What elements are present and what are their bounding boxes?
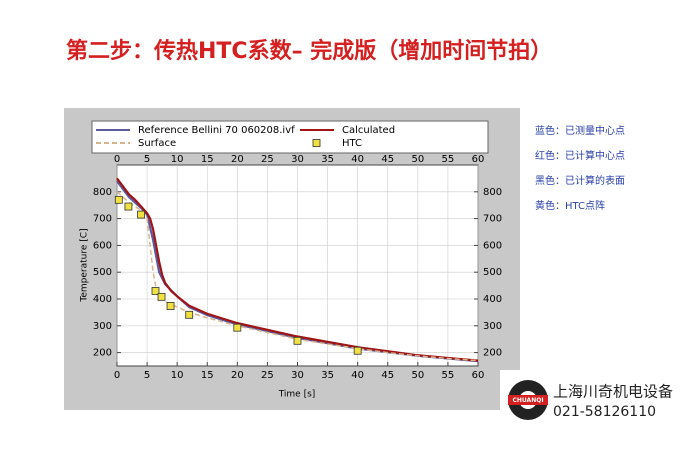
x-tick-label: 45 [381,370,394,381]
x-tick-label-top: 35 [321,154,334,165]
legend-swatch [312,139,321,147]
x-tick-label-top: 5 [144,154,150,165]
legend-label: HTC [342,138,362,149]
x-tick-label-top: 0 [114,154,120,165]
x-tick-label: 40 [351,370,364,381]
x-tick-label-top: 20 [231,154,244,165]
y-tick-label: 200 [93,348,112,359]
note: 黄色：HTC点阵 [535,199,605,212]
x-tick-label-top: 25 [261,154,274,165]
x-tick-label: 15 [201,370,214,381]
x-tick-label-top: 30 [291,154,304,165]
logo-badge: CHUANQI [512,397,543,404]
y2-tick-label: 300 [483,321,502,332]
y2-tick-label: 800 [483,187,502,198]
x-tick-label: 0 [114,370,120,381]
y-tick-label: 800 [93,187,112,198]
y2-tick-label: 700 [483,214,502,225]
note: 蓝色：已测量中心点 [535,124,625,137]
y-axis-label: Temperature [C] [80,228,90,302]
logo-company: 上海川奇机电设备 [553,383,673,401]
y2-tick-label: 400 [483,294,502,305]
x-tick-label: 30 [291,370,304,381]
x-tick-label: 50 [411,370,424,381]
logo-phone: 021-58126110 [553,404,656,420]
y-tick-label: 700 [93,214,112,225]
x-tick-label: 10 [171,370,184,381]
y2-tick-label: 600 [483,240,502,251]
htc-point [124,202,133,211]
x-tick-label: 55 [442,370,455,381]
x-tick-label-top: 45 [381,154,394,165]
htc-point [353,346,362,355]
legend-label: Calculated [342,125,395,136]
x-tick-label: 5 [144,370,150,381]
x-tick-label: 25 [261,370,274,381]
y2-tick-label: 500 [483,267,502,278]
x-tick-label: 35 [321,370,334,381]
note: 黑色：已计算的表面 [535,174,625,187]
x-tick-label-top: 15 [201,154,214,165]
slide-title: 第二步：传热HTC系数– 完成版（增加时间节拍） [66,38,552,64]
x-axis-label: Time [s] [278,390,316,400]
x-tick-label-top: 55 [442,154,455,165]
htc-point [185,310,194,319]
htc-point [166,302,175,310]
x-tick-label-top: 40 [351,154,364,165]
htc-point [233,323,242,332]
htc-point [151,287,160,295]
y2-tick-label: 200 [483,348,502,359]
x-tick-label: 20 [231,370,244,381]
note: 红色：已计算中心点 [535,149,625,162]
htc-point [114,195,123,204]
x-tick-label-top: 60 [472,154,485,165]
legend-label: Surface [138,138,176,149]
logo-band [508,395,548,405]
y-tick-label: 600 [93,240,112,251]
legend-box [91,120,489,154]
y-tick-label: 400 [93,294,112,305]
htc-point [157,292,166,301]
y-tick-label: 300 [93,321,112,332]
x-tick-label: 60 [472,370,485,381]
legend-label: Reference Bellini 70 060208.ivf [138,125,295,136]
htc-point [293,336,302,345]
htc-point [137,210,145,219]
x-tick-label-top: 50 [411,154,424,165]
y-tick-label: 500 [93,267,112,278]
x-tick-label-top: 10 [171,154,184,165]
